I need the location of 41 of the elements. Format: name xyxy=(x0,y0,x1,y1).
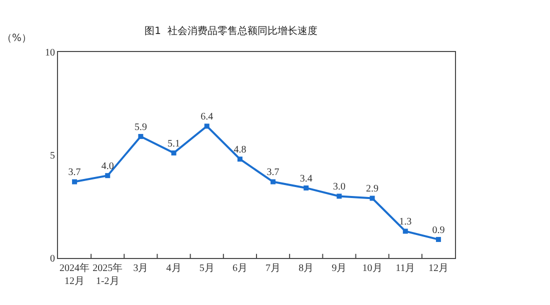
x-tick-label: 2024年 12月 xyxy=(60,262,90,287)
point xyxy=(138,134,144,139)
y-tick-label: 5 xyxy=(50,150,55,162)
point xyxy=(237,156,242,162)
data-label: 3.0 xyxy=(332,182,346,193)
x-tick-label: 10月 xyxy=(362,263,382,274)
point xyxy=(72,179,78,184)
point xyxy=(270,179,276,184)
chart-title: 图1 社会消费品零售总额同比增长速度 xyxy=(144,25,318,37)
y-axis-title: （%） xyxy=(2,33,32,44)
point xyxy=(436,236,441,242)
x-tick-label: 4月 xyxy=(166,263,182,274)
point xyxy=(171,150,176,156)
point xyxy=(402,228,408,234)
data-label: 3.4 xyxy=(300,173,312,184)
y-tick-label: 10 xyxy=(45,48,55,58)
data-label: 3.7 xyxy=(68,167,81,178)
data-label: 6.4 xyxy=(200,112,214,123)
x-tick-label: 5月 xyxy=(199,263,214,274)
data-label: 4.8 xyxy=(234,144,246,156)
data-label: 2.9 xyxy=(366,184,379,195)
point xyxy=(204,124,210,129)
x-tick-label: 2025年 1-2月 xyxy=(92,262,123,287)
data-label: 5.1 xyxy=(168,138,180,150)
data-label: 0.9 xyxy=(432,224,445,236)
data-label: 5.9 xyxy=(134,122,147,133)
x-tick-label: 3月 xyxy=(133,263,148,274)
point xyxy=(336,194,342,199)
x-tick-label: 9月 xyxy=(332,263,347,274)
data-label: 4.0 xyxy=(101,160,114,172)
x-tick-label: 11月 xyxy=(396,263,416,274)
point xyxy=(370,196,375,201)
point xyxy=(304,185,309,190)
data-label: 1.3 xyxy=(399,216,412,228)
x-tick-label: 12月 xyxy=(428,263,448,274)
x-tick-label: 6月 xyxy=(232,263,248,274)
y-tick-label: 0 xyxy=(50,254,55,264)
point xyxy=(105,173,110,178)
x-tick-label: 7月 xyxy=(266,263,281,274)
data-label: 3.7 xyxy=(266,167,280,178)
x-tick-label: 8月 xyxy=(298,263,314,274)
